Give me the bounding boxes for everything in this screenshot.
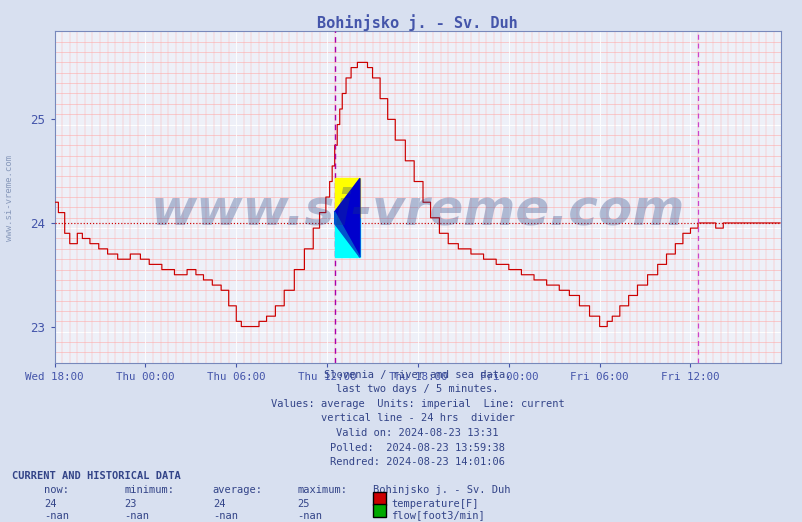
Text: average:: average: [213,485,262,495]
Text: 23: 23 [124,499,137,508]
Text: Values: average  Units: imperial  Line: current: Values: average Units: imperial Line: cu… [270,399,564,409]
Text: Slovenia / river and sea data.: Slovenia / river and sea data. [323,370,511,379]
Text: 25: 25 [297,499,310,508]
Text: now:: now: [44,485,69,495]
Polygon shape [334,179,359,257]
Text: -nan: -nan [297,511,322,520]
Text: 24: 24 [213,499,225,508]
Text: -nan: -nan [213,511,237,520]
Text: Valid on: 2024-08-23 13:31: Valid on: 2024-08-23 13:31 [336,428,498,438]
Text: Bohinjsko j. - Sv. Duh: Bohinjsko j. - Sv. Duh [373,485,510,495]
Polygon shape [334,218,359,257]
Text: minimum:: minimum: [124,485,174,495]
Text: maximum:: maximum: [297,485,346,495]
Text: flow[foot3/min]: flow[foot3/min] [391,511,484,520]
Text: -nan: -nan [124,511,149,520]
Polygon shape [334,212,359,257]
Text: Polled:  2024-08-23 13:59:38: Polled: 2024-08-23 13:59:38 [330,443,504,453]
Polygon shape [334,179,359,218]
Text: Rendred: 2024-08-23 14:01:06: Rendred: 2024-08-23 14:01:06 [330,457,504,467]
Text: Bohinjsko j. - Sv. Duh: Bohinjsko j. - Sv. Duh [317,15,517,31]
Text: last two days / 5 minutes.: last two days / 5 minutes. [336,384,498,394]
Text: www.si-vreme.com: www.si-vreme.com [151,186,684,234]
Text: temperature[F]: temperature[F] [391,499,478,508]
Text: 24: 24 [44,499,57,508]
Text: www.si-vreme.com: www.si-vreme.com [5,156,14,241]
Text: CURRENT AND HISTORICAL DATA: CURRENT AND HISTORICAL DATA [12,471,180,481]
Text: -nan: -nan [44,511,69,520]
Text: vertical line - 24 hrs  divider: vertical line - 24 hrs divider [320,413,514,423]
